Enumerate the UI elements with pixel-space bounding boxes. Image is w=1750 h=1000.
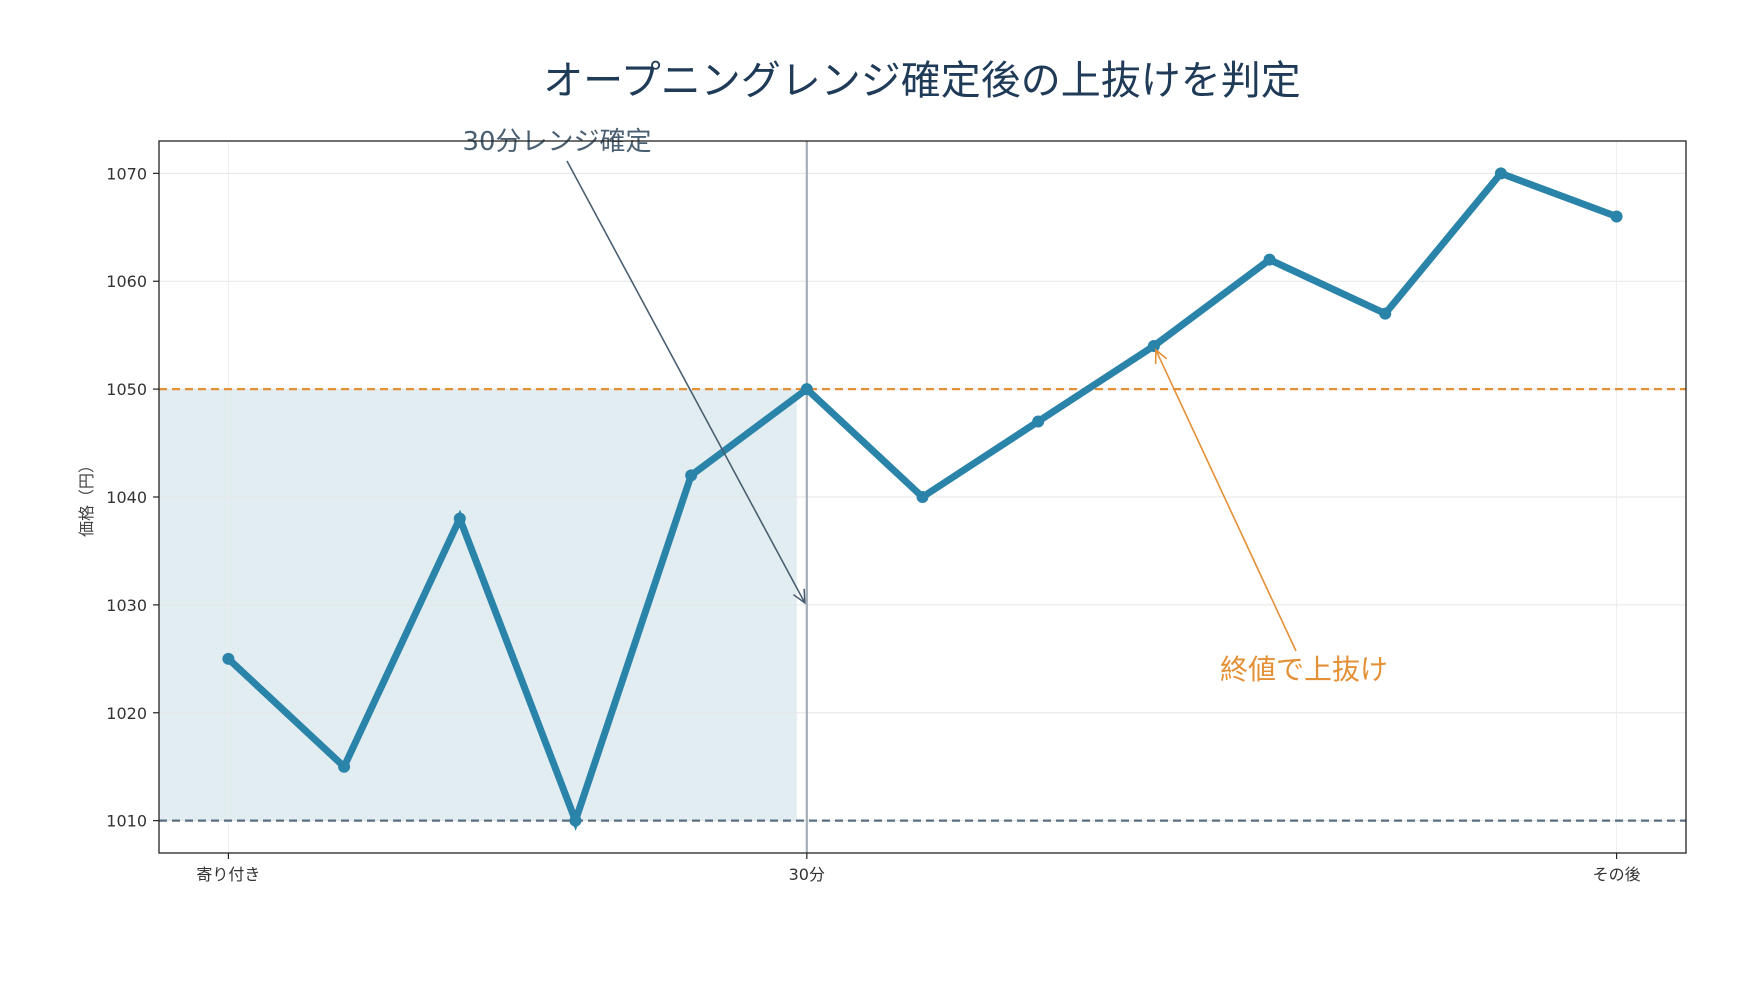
price-point	[800, 383, 813, 396]
breakout-annotation-arrow	[1155, 349, 1297, 652]
y-tick-label: 1040	[106, 488, 147, 507]
price-point	[685, 469, 698, 482]
breakout-annotation-label: 終値で上抜け	[1220, 653, 1388, 686]
x-tick-label: 30分	[789, 865, 825, 884]
y-tick-label: 1050	[106, 380, 147, 399]
x-tick-label: 寄り付き	[196, 865, 260, 884]
price-point	[569, 814, 582, 827]
price-point	[1147, 339, 1160, 352]
price-point	[1610, 210, 1623, 223]
price-point	[1494, 167, 1507, 180]
x-tick-label: その後	[1593, 865, 1641, 884]
range-annotation-arrowhead	[793, 588, 806, 605]
y-tick-label: 1060	[106, 272, 147, 291]
price-point	[338, 760, 351, 773]
price-point	[916, 491, 929, 503]
y-tick-label: 1030	[106, 596, 147, 615]
breakout-annotation-arrowhead	[1154, 348, 1168, 364]
y-axis-label: 価格（円）	[77, 457, 96, 537]
y-tick-label: 1020	[106, 704, 147, 723]
price-point	[1032, 415, 1045, 428]
price-point	[1379, 307, 1392, 320]
price-point	[1263, 253, 1276, 266]
range-annotation-arrow	[566, 160, 806, 604]
y-tick-label: 1070	[106, 164, 147, 183]
chart-title: オープニングレンジ確定後の上抜けを判定	[543, 58, 1301, 104]
price-point	[453, 512, 466, 525]
price-point	[222, 652, 235, 665]
y-tick-label: 1010	[106, 812, 147, 831]
range-annotation-label: 30分レンジ確定	[462, 127, 651, 157]
